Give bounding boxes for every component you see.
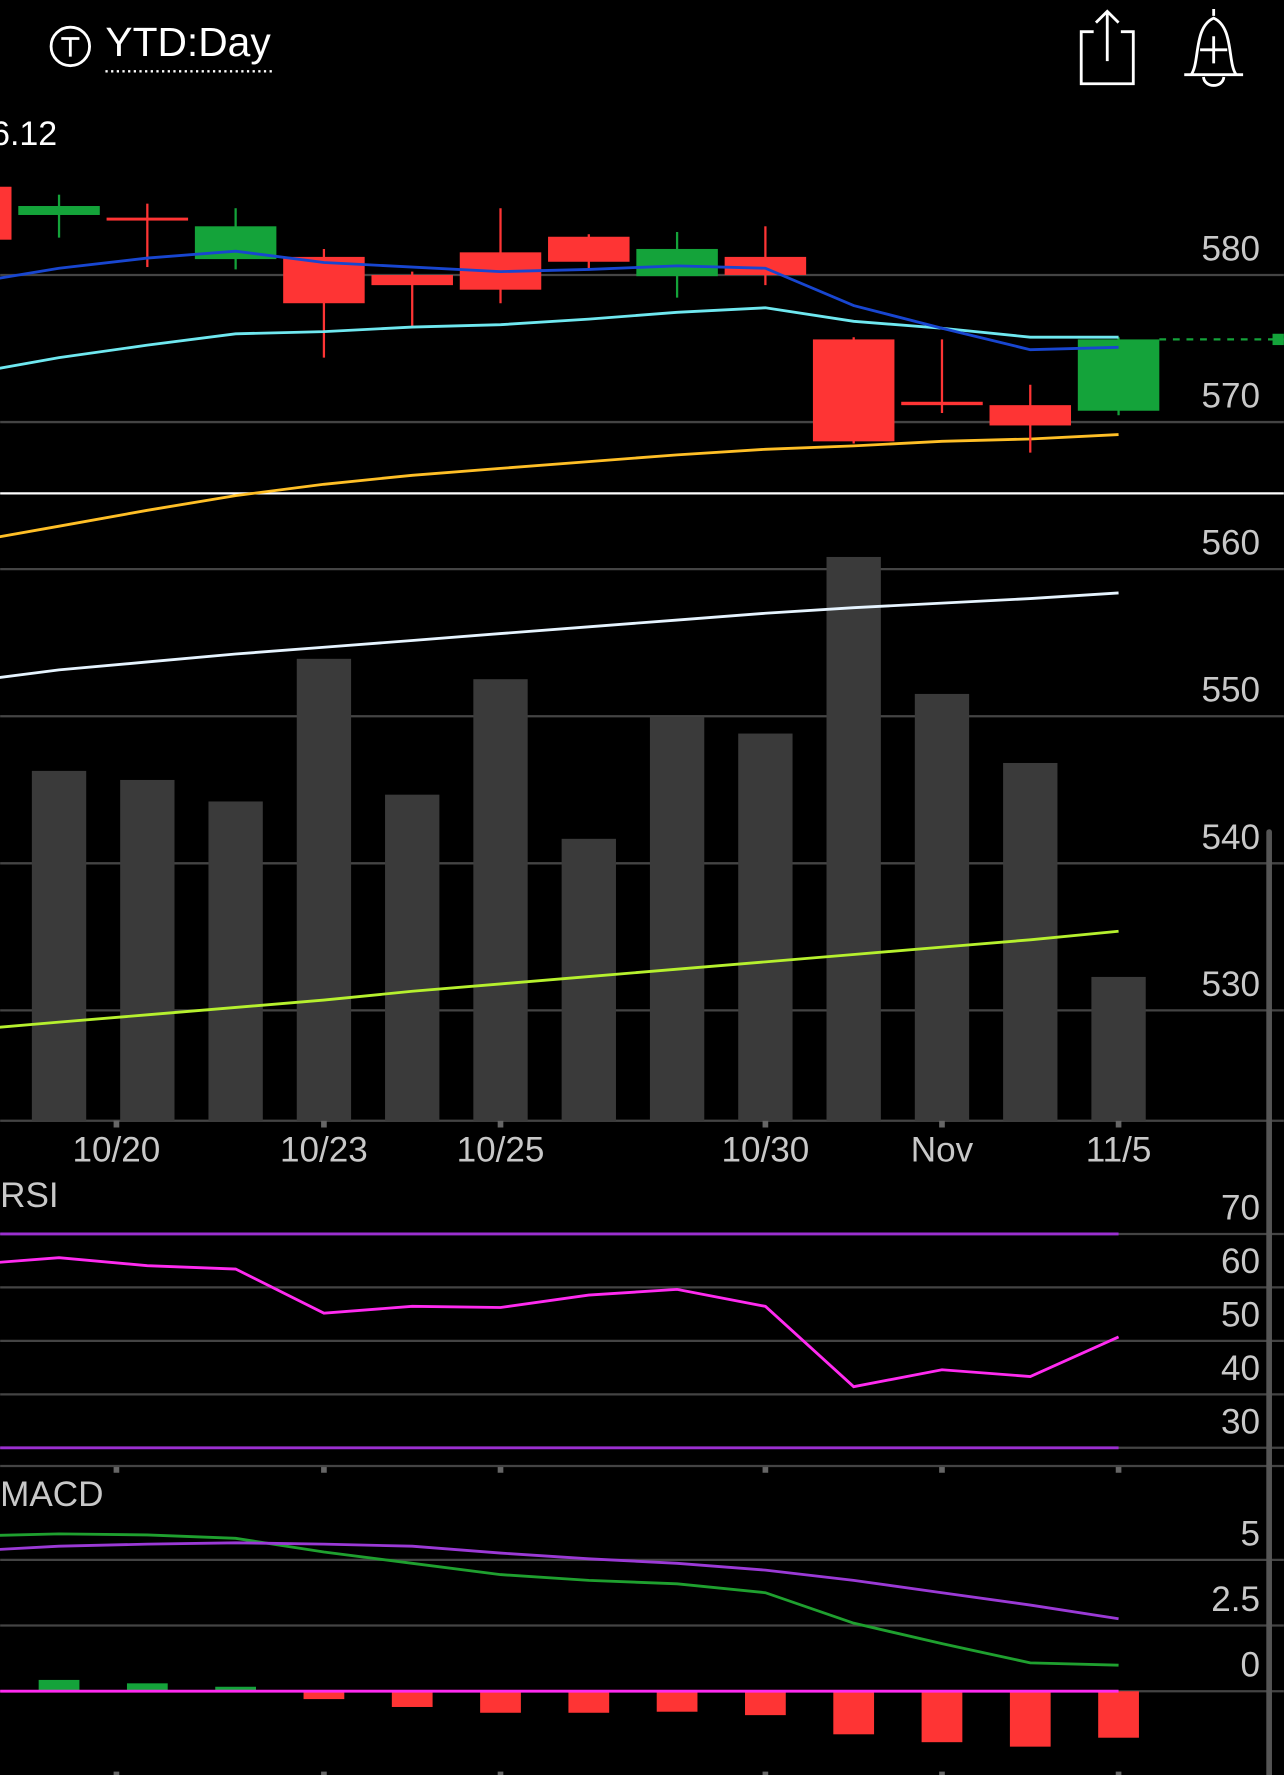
histogram-bar	[1009, 1691, 1051, 1747]
histogram-bar	[568, 1691, 610, 1713]
series-line	[0, 1532, 1119, 1667]
y-tick-label: 30	[1221, 1402, 1260, 1441]
candle-body	[812, 339, 895, 442]
volume-bar	[826, 556, 881, 1121]
range-label[interactable]: YTD:Day	[105, 19, 271, 65]
bell	[1184, 9, 1244, 87]
volume-bar	[738, 733, 793, 1121]
volume-bar	[561, 838, 616, 1121]
x-tick-label: 11/5	[1086, 1131, 1152, 1170]
candle-body	[106, 217, 189, 221]
y-tick-label: 570	[1202, 377, 1261, 416]
y-tick-label: 2.5	[1211, 1580, 1260, 1619]
histogram-bar	[656, 1691, 698, 1712]
volume-bar	[649, 716, 705, 1121]
alert-button[interactable]	[1184, 9, 1244, 87]
volume-bar	[1091, 976, 1146, 1121]
series-line	[0, 1541, 1119, 1621]
pane-title: MACD	[0, 1475, 103, 1514]
histogram-bar	[480, 1691, 521, 1713]
bell-plus	[1200, 36, 1228, 64]
candle-body	[18, 206, 100, 215]
y-tick-label: 580	[1202, 229, 1261, 268]
x-tick-label: 10/23	[280, 1131, 368, 1170]
y-tick-label: 50	[1221, 1295, 1260, 1334]
y-tick-label: 560	[1202, 524, 1261, 563]
volume-bar	[385, 794, 440, 1121]
share-box	[1079, 30, 1135, 86]
histogram-bar	[391, 1691, 433, 1707]
x-tick-label: Nov	[911, 1131, 974, 1170]
volume-bar	[473, 679, 528, 1121]
range-icon	[49, 25, 91, 68]
candle-body	[371, 274, 453, 286]
histogram-bar	[1098, 1691, 1139, 1738]
histogram-bar	[303, 1691, 345, 1700]
x-tick-label: 10/30	[722, 1131, 810, 1170]
candle-body	[989, 405, 1072, 426]
x-tick-label: 10/20	[73, 1131, 161, 1170]
share-arrow	[1094, 9, 1120, 62]
volume-bar	[31, 770, 87, 1121]
y-tick-label: 530	[1202, 965, 1261, 1004]
y-tick-label: 5	[1241, 1514, 1261, 1553]
volume-bar	[120, 779, 175, 1121]
y-tick-label: 550	[1202, 671, 1261, 710]
range-selector[interactable]: YTD:Day	[49, 19, 275, 73]
share-button[interactable]	[1079, 9, 1135, 86]
y-tick-label: 70	[1221, 1188, 1260, 1227]
candle-body	[1077, 339, 1160, 411]
range-icon-glyph	[61, 37, 80, 57]
series-line	[0, 591, 1119, 679]
candle-body	[901, 401, 983, 406]
histogram-bar	[745, 1691, 786, 1716]
y-tick-label: 60	[1221, 1242, 1260, 1281]
histogram-bar	[38, 1679, 80, 1692]
last-price: 6.12	[0, 115, 57, 153]
pane-title: RSI	[0, 1176, 58, 1215]
volume-bar	[914, 693, 970, 1121]
x-tick-label: 10/25	[457, 1131, 545, 1170]
candle-body	[724, 256, 807, 275]
series-line	[0, 249, 1119, 352]
histogram-bar	[921, 1691, 963, 1743]
y-tick-label: 40	[1221, 1349, 1260, 1388]
series-line	[0, 306, 1119, 370]
series-line	[0, 1256, 1120, 1389]
histogram-bar	[833, 1691, 875, 1735]
y-tick-label: 540	[1202, 818, 1261, 857]
candle-body	[636, 248, 718, 277]
y-tick-label: 0	[1241, 1646, 1261, 1685]
histogram-bar	[126, 1683, 168, 1692]
series-line	[0, 929, 1119, 1029]
volume-bar	[296, 658, 352, 1121]
histogram-bar	[215, 1686, 257, 1692]
candle-body	[0, 186, 12, 240]
candle-body	[548, 236, 630, 262]
last-price-marker	[1272, 333, 1284, 346]
series-line	[0, 433, 1119, 539]
volume-bar	[208, 801, 263, 1121]
